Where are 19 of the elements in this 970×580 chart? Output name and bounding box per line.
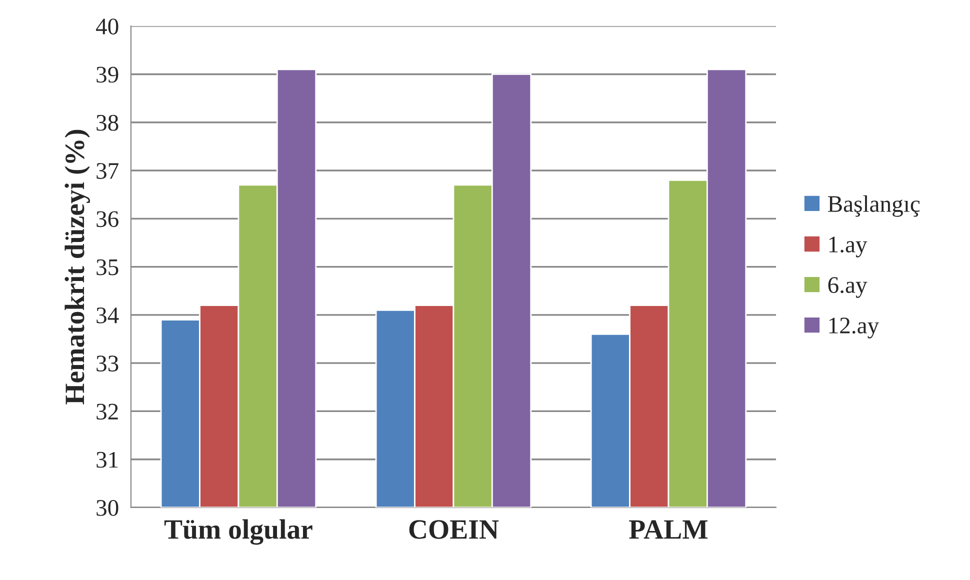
y-tick-label: 35: [96, 259, 118, 276]
y-tick-label: 32: [96, 404, 118, 420]
y-tick-label: 40: [96, 18, 118, 35]
x-tick-label: COEIN: [409, 520, 499, 539]
x-tick-label: PALM: [629, 520, 708, 539]
legend-label: 12.ay: [829, 318, 880, 338]
x-tick-label: Tüm olgular: [164, 519, 312, 545]
y-tick-label: 34: [96, 307, 119, 324]
legend-label: 6.ay: [828, 277, 868, 298]
legend-label: 1.ay: [829, 236, 868, 258]
y-tick-label: 31: [96, 452, 118, 468]
y-tick-label: 38: [96, 114, 118, 131]
y-tick-label: 37: [96, 163, 118, 179]
y-tick-label: 30: [96, 500, 118, 516]
y-tick-label: 36: [96, 211, 118, 228]
y-tick-label: 33: [96, 356, 118, 372]
y-axis-title: Hematokrit düzeyi (%): [64, 130, 90, 404]
legend-label: Başlangıç: [828, 195, 920, 217]
y-tick-label: 39: [96, 66, 118, 83]
